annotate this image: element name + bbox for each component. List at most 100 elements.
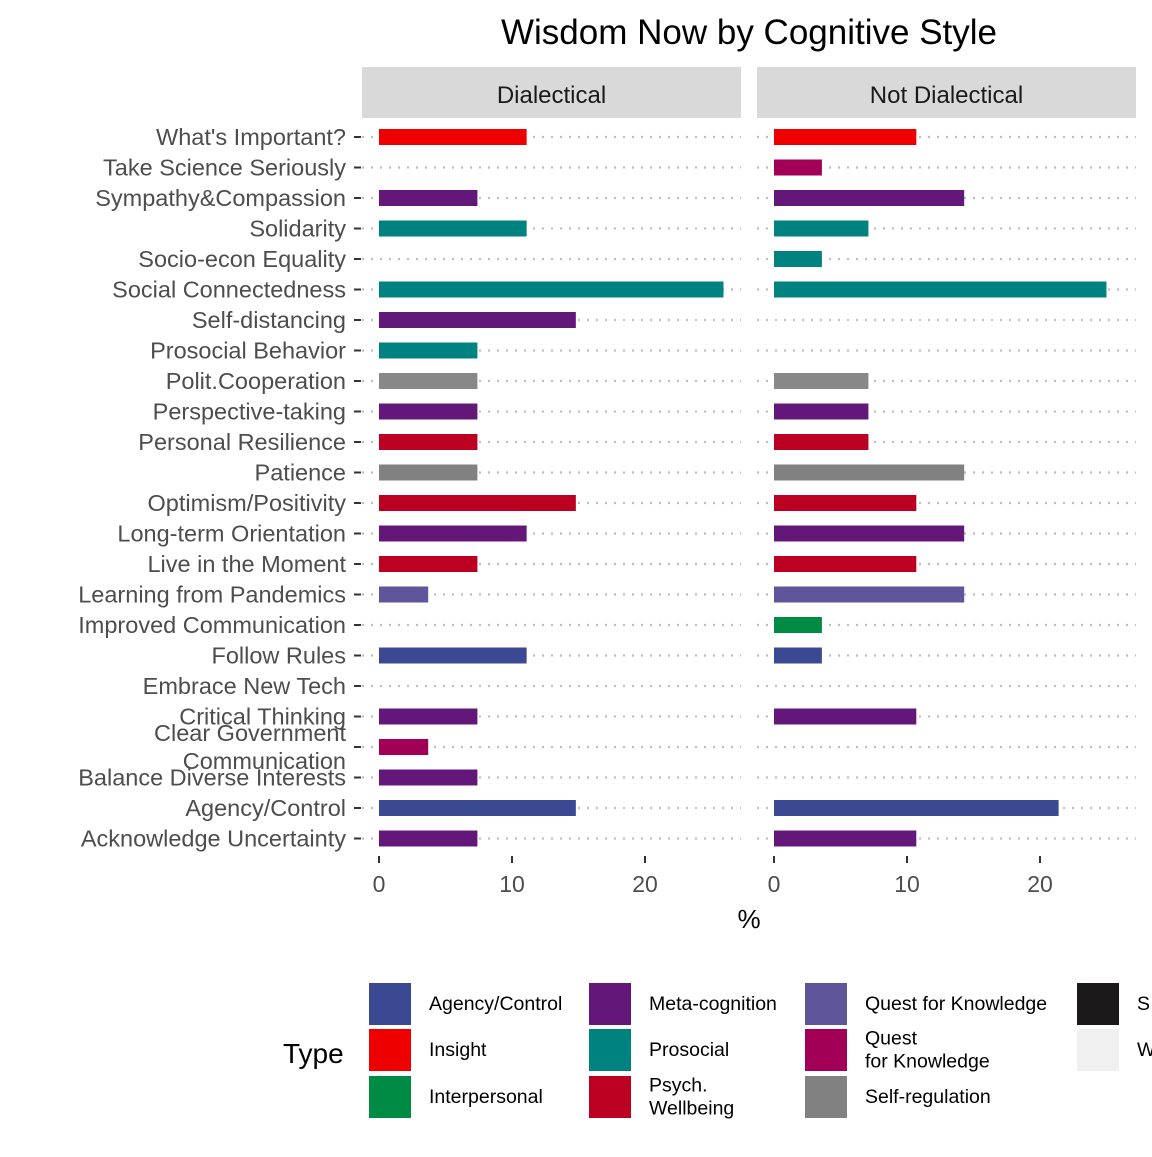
bar-socio-econ-equality [774,251,822,267]
legend-label: Self-regulation [865,1086,991,1108]
bar-perspective-taking [379,403,478,420]
text-line: Sympathy&Compassion [95,185,346,211]
facet-strip-label: Dialectical [497,82,606,109]
bar-perspective-taking [774,403,869,420]
text-line: Balance Diverse Interests [78,765,346,791]
panel-dialectical: Dialectical 0 10 20 [362,67,741,897]
legend-label: Agency/Control [429,993,562,1015]
panel-not-dialectical: Not Dialectical 0 10 20 [757,67,1136,897]
bar-acknowledge-uncertainty [379,830,478,847]
x-tick-label: 10 [499,871,525,897]
text-line: Prosocial Behavior [150,338,346,364]
y-tick-label: What's Important? [156,124,346,150]
legend-item: Psych. Wellbeing [589,1075,734,1120]
legend-key [369,1076,411,1118]
panels-layer: Dialectical 0 10 20 Not Dialectical 0 10 20 [362,67,1136,897]
y-tick-label: Solidarity [249,216,346,242]
y-tick-label: Improved Communication [78,612,346,638]
y-tick-label: Social Connectedness [112,277,346,303]
text-line: Learning from Pandemics [78,582,346,608]
text-line: Patience [255,460,346,486]
text-line: Live in the Moment [147,551,346,577]
y-tick-label: Clear Government Communication [154,720,346,774]
bar-solidarity [379,220,527,237]
text-line: Communication [183,748,346,774]
bar-learning-from-pandemics [379,586,429,603]
bar-personal-resilience [379,434,478,450]
y-tick-label: Self-distancing [192,307,346,333]
bar-polit-cooperation [774,373,869,389]
text-line: Agency/Control [185,795,346,821]
legend-item: S [1077,983,1150,1025]
text-line: Quest [865,1028,918,1050]
legend-item: Prosocial [589,1029,729,1071]
bar-improved-communication [774,617,822,633]
bar-personal-resilience [774,434,869,450]
bar-clear-government-communication [379,739,429,755]
x-tick-label: 20 [632,871,658,897]
y-tick-label: Prosocial Behavior [150,338,346,364]
y-tick-label: Live in the Moment [147,551,346,577]
bar-critical-thinking [774,708,917,725]
text-line: Improved Communication [78,612,346,638]
text-line: Psych. [649,1075,708,1097]
legend-label: Psych. Wellbeing [649,1075,734,1120]
y-tick-label: Perspective-taking [153,399,346,425]
y-tick-label: Balance Diverse Interests [78,765,346,791]
legend-key [805,1029,847,1071]
text-line: Interpersonal [429,1086,543,1108]
facet-strip-label: Not Dialectical [870,82,1023,109]
legend-label: Quest for Knowledge [865,993,1047,1015]
y-tick-label: Take Science Seriously [103,155,346,181]
bar-solidarity [774,220,869,237]
bar-take-science-seriously [774,159,822,176]
bar-acknowledge-uncertainty [774,830,917,847]
bar-critical-thinking [379,708,478,725]
y-tick-label: Patience [255,460,346,486]
text-line: What's Important? [156,124,346,150]
text-line: Optimism/Positivity [148,490,347,516]
legend-item: Self-regulation [805,1076,991,1118]
legend-label: Prosocial [649,1039,729,1061]
legend-label: S [1137,993,1150,1015]
bar-live-in-the-moment [774,556,917,572]
facet-strip [757,67,1136,118]
bar-optimism-positivity [774,495,917,511]
legend-key [1077,983,1119,1025]
legend-title: Type [283,1038,344,1069]
bar-long-term-orientation [774,525,965,542]
text-line: Critical Thinking [179,704,346,730]
y-tick-label: Acknowledge Uncertainty [81,826,346,852]
text-line: Socio-econ Equality [138,246,346,272]
bar-social-connectedness [774,281,1107,298]
y-tick-label: Follow Rules [211,643,346,669]
bar-sympathy-compassion [379,190,478,206]
bar-follow-rules [774,647,822,664]
text-line: Perspective-taking [153,399,346,425]
legend-item: Quest for Knowledge [805,983,1047,1025]
text-line: Social Connectedness [112,277,346,303]
legend: Type Agency/Control Insight Interpersonal M… [283,983,1152,1120]
text-line: Self-distancing [192,307,346,333]
facet-strip [362,67,741,118]
text-line: for Knowledge [865,1051,990,1073]
text-line: Take Science Seriously [103,155,346,181]
legend-key [1077,1029,1119,1071]
x-tick-label: 0 [373,871,386,897]
text-line: Long-term Orientation [117,521,346,547]
y-axis: What's Important? Take Science Seriously S… [78,124,361,852]
text-line: Acknowledge Uncertainty [81,826,346,852]
text-line: Polit.Cooperation [166,368,346,394]
text-line: Wellbeing [649,1098,734,1120]
legend-label: Insight [429,1039,487,1061]
text-line: Insight [429,1039,487,1061]
y-tick-label: Polit.Cooperation [166,368,346,394]
legend-key [805,1076,847,1118]
x-tick-label: 10 [894,871,920,897]
y-tick-label: Critical Thinking [179,704,346,730]
text-line: Solidarity [249,216,346,242]
y-tick-label: Sympathy&Compassion [95,185,346,211]
legend-item: W [1077,1029,1152,1071]
